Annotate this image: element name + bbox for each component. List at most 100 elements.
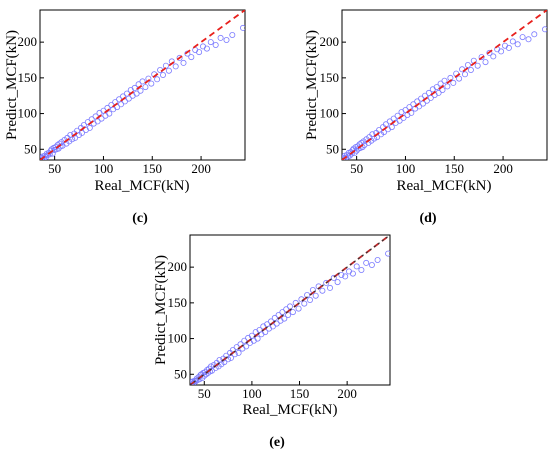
panel-d-data-point bbox=[427, 94, 434, 101]
panel-c-x-tick-label: 200 bbox=[191, 161, 211, 176]
panel-d-data-point bbox=[394, 112, 401, 119]
panel-d-data-point bbox=[386, 118, 393, 125]
panel-e-data-point bbox=[243, 343, 250, 350]
panel-d-data-point bbox=[456, 75, 463, 82]
panel-d: 50 100 150 200 50 100 150 200 Real_MCF(kN) Pred… bbox=[304, 9, 548, 226]
panel-c-data-point bbox=[118, 101, 125, 108]
panel-c: 50 100 150 200 50 100 150 200 Real_MCF(kN) Pred… bbox=[4, 9, 246, 226]
panel-d-data-point bbox=[418, 95, 425, 102]
panel-e-axes-frame bbox=[189, 234, 391, 386]
panel-c-ticks: 50 100 150 200 50 100 150 200 bbox=[18, 34, 211, 176]
panel-e-data-point bbox=[338, 271, 345, 278]
panel-d-caption: (d) bbox=[419, 211, 436, 226]
panel-c-data-point bbox=[137, 87, 144, 94]
panel-e-data-point bbox=[271, 314, 278, 321]
panel-c-data-point bbox=[148, 80, 155, 87]
panel-e-data-point bbox=[363, 259, 370, 266]
panel-d-data-point bbox=[464, 62, 471, 69]
panel-c-data-point bbox=[217, 34, 224, 41]
panel-e-data-point bbox=[289, 309, 296, 316]
panel-e-data-point bbox=[385, 250, 390, 257]
panel-e-y-tick-label: 100 bbox=[168, 331, 188, 346]
panel-e-x-tick-label: 50 bbox=[198, 386, 211, 401]
panel-d-data-point bbox=[542, 26, 547, 33]
panel-d-x-tick-label: 150 bbox=[445, 161, 465, 176]
panel-d-data-point bbox=[498, 48, 505, 55]
panel-d-data-point bbox=[525, 36, 532, 43]
panel-e-reference-line-2 bbox=[190, 235, 390, 385]
panel-c-y-tick-label: 50 bbox=[24, 141, 37, 156]
panel-e-x-tick-label: 100 bbox=[242, 386, 262, 401]
panel-e-data-point bbox=[306, 296, 313, 303]
panel-c-reference-line-1 bbox=[40, 10, 245, 160]
panel-d-data-point bbox=[478, 54, 485, 61]
panel-d-y-axis-label: Predict_MCF(kN) bbox=[304, 30, 320, 140]
panel-d-data-point bbox=[433, 84, 440, 91]
panel-c-data-point bbox=[223, 37, 230, 44]
panel-e-plot-area bbox=[190, 235, 390, 385]
panel-d-data-point bbox=[505, 44, 512, 51]
panel-d-data-point bbox=[402, 107, 409, 114]
panel-d-y-tick-label: 100 bbox=[320, 106, 340, 121]
panel-c-data-point bbox=[133, 90, 140, 97]
panel-d-data-point bbox=[342, 156, 347, 160]
panel-e-data-point bbox=[235, 349, 242, 356]
panel-d-data-point bbox=[388, 124, 395, 131]
panel-c-data-point bbox=[207, 39, 214, 46]
panel-e-data-point bbox=[358, 266, 365, 273]
panel-d-data-point bbox=[501, 42, 508, 49]
panel-e-y-tick-label: 200 bbox=[168, 259, 188, 274]
panel-e-data-point bbox=[323, 279, 330, 286]
panel-d-data-point bbox=[514, 41, 521, 48]
panel-d-x-axis-label: Real_MCF(kN) bbox=[397, 178, 492, 194]
panel-d-data-point bbox=[509, 38, 516, 45]
panel-c-data-point bbox=[69, 136, 76, 143]
panel-e-data-point bbox=[319, 287, 326, 294]
panel-e-y-axis-label: Predict_MCF(kN) bbox=[153, 255, 169, 365]
panel-c-data-point bbox=[125, 95, 132, 102]
panel-c-data-point bbox=[139, 78, 146, 85]
panel-d-data-point bbox=[461, 71, 468, 78]
panel-e-caption: (e) bbox=[269, 435, 285, 450]
panel-d-data-point bbox=[425, 89, 432, 96]
panel-e-data-point bbox=[374, 256, 381, 263]
panel-c-y-tick-label: 150 bbox=[18, 70, 38, 85]
panel-c-y-axis-label: Predict_MCF(kN) bbox=[4, 30, 20, 140]
panel-d-reference-line-1 bbox=[342, 10, 547, 160]
panel-d-data-point bbox=[519, 34, 526, 41]
panel-d-x-tick-label: 100 bbox=[396, 161, 416, 176]
panel-e-data-point bbox=[295, 305, 302, 312]
panel-c-x-axis-label: Real_MCF(kN) bbox=[95, 178, 190, 194]
panel-c-data-point bbox=[162, 62, 169, 69]
panel-c-data-point bbox=[176, 54, 183, 61]
panel-e-data-point bbox=[342, 273, 349, 280]
panel-d-data-point bbox=[348, 150, 355, 157]
panel-c-axes-frame bbox=[39, 9, 246, 161]
panel-c-data-point bbox=[212, 42, 219, 49]
panel-c-data-point bbox=[46, 151, 53, 158]
panel-e-data-point bbox=[345, 268, 352, 275]
panel-c-data-point bbox=[154, 76, 161, 83]
panel-c-data-point bbox=[165, 67, 172, 74]
panel-e-ticks: 50 100 150 200 50 100 150 200 bbox=[168, 259, 357, 401]
panel-c-data-point bbox=[142, 84, 149, 91]
panel-d-data-point bbox=[398, 109, 405, 116]
panel-e-x-axis-label: Real_MCF(kN) bbox=[243, 402, 338, 418]
panel-d-y-tick-label: 50 bbox=[326, 141, 339, 156]
panel-d-plot-area bbox=[342, 10, 547, 160]
panel-d-axes-frame bbox=[341, 9, 548, 161]
panel-e-data-point bbox=[334, 279, 341, 286]
panel-d-data-point bbox=[486, 49, 493, 56]
panel-e-data-point bbox=[281, 315, 288, 322]
panel-e-data-point bbox=[349, 270, 356, 277]
panel-e-y-tick-label: 150 bbox=[168, 295, 188, 310]
panel-d-data-point bbox=[435, 89, 442, 96]
panel-e-data-point bbox=[241, 337, 248, 344]
panel-e-data-point bbox=[196, 376, 203, 383]
panel-c-data-point bbox=[188, 54, 195, 61]
panel-c-data-point bbox=[159, 72, 166, 79]
panel-d-data-point bbox=[441, 77, 448, 84]
panel-c-data-point bbox=[172, 63, 179, 70]
panel-c-data-point bbox=[76, 131, 83, 138]
